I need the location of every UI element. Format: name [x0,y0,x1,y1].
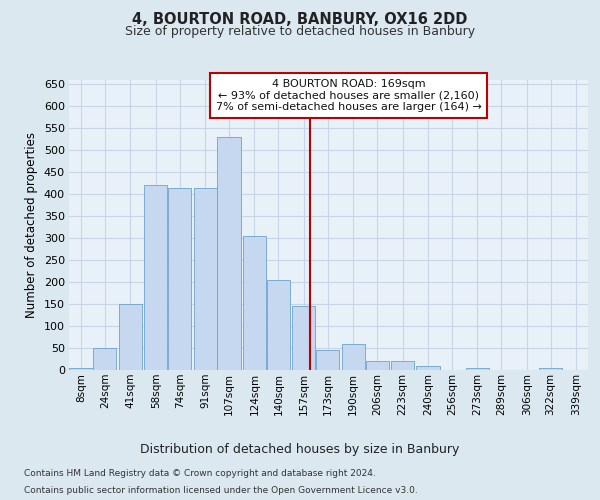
Text: 4, BOURTON ROAD, BANBURY, OX16 2DD: 4, BOURTON ROAD, BANBURY, OX16 2DD [133,12,467,28]
Text: Contains HM Land Registry data © Crown copyright and database right 2024.: Contains HM Land Registry data © Crown c… [24,468,376,477]
Y-axis label: Number of detached properties: Number of detached properties [25,132,38,318]
Bar [243,236,266,370]
Bar [267,280,290,370]
Bar [466,368,489,370]
Bar [316,350,340,370]
Bar [391,361,414,370]
Bar [292,306,316,370]
Text: Distribution of detached houses by size in Banbury: Distribution of detached houses by size … [140,442,460,456]
Bar [416,366,440,370]
Bar [539,368,562,370]
Bar [365,361,389,370]
Text: Contains public sector information licensed under the Open Government Licence v3: Contains public sector information licen… [24,486,418,495]
Bar [194,188,217,370]
Text: 4 BOURTON ROAD: 169sqm
← 93% of detached houses are smaller (2,160)
7% of semi-d: 4 BOURTON ROAD: 169sqm ← 93% of detached… [216,79,482,112]
Text: Size of property relative to detached houses in Banbury: Size of property relative to detached ho… [125,25,475,38]
Bar [70,368,92,370]
Bar [341,344,365,370]
Bar [144,186,167,370]
Bar [217,137,241,370]
Bar [119,304,142,370]
Bar [94,348,116,370]
Bar [168,188,191,370]
